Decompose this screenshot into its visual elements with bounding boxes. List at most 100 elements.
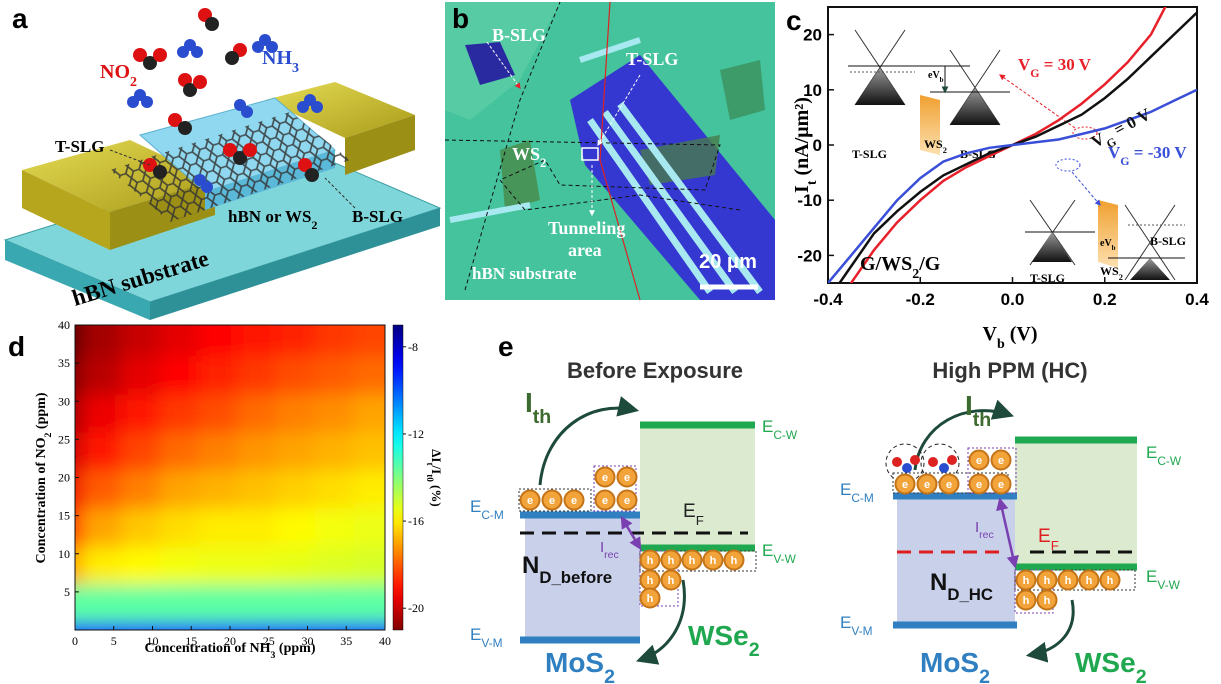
text-part: E xyxy=(470,625,481,644)
inset-bottom: T-SLG WS2 B-SLG eVb xyxy=(1025,200,1186,285)
subscript: 2 xyxy=(540,156,546,170)
inset-top: T-SLG WS2 B-SLG eVb xyxy=(848,30,1010,161)
carrier-label: e xyxy=(924,479,930,491)
subscript: 2 xyxy=(943,146,947,155)
subscript: 2 xyxy=(979,666,990,684)
b-slg-label: B-SLG xyxy=(352,207,403,226)
y-tick-label: -10 xyxy=(797,191,822,210)
text-part: MoS xyxy=(545,647,604,678)
figure: NO2 NH3 T-SLG B-SLG hBN or WS2 hBN subst… xyxy=(0,0,1221,684)
x-axis-label: Concentration of NH3 (ppm) xyxy=(145,641,316,661)
x-tick-label: -0.4 xyxy=(813,290,843,309)
subscript: b xyxy=(997,337,1005,352)
subscript: 3 xyxy=(292,61,299,76)
series-label: VG = -30 V xyxy=(1108,143,1187,168)
text-part: (V) xyxy=(1005,323,1038,345)
y-tick-label: 5 xyxy=(64,585,70,599)
text-part: V xyxy=(1108,143,1121,162)
carrier-label: e xyxy=(976,455,982,467)
text-part: E xyxy=(1038,526,1051,547)
subscript: 2 xyxy=(604,666,615,684)
text-part: eV xyxy=(1100,238,1112,249)
inset-label: B-SLG xyxy=(1150,234,1186,248)
annotation: G/WS2/G xyxy=(860,253,941,282)
y-tick-label: 35 xyxy=(58,356,70,370)
carrier-label: h xyxy=(1065,575,1072,587)
carrier-label: e xyxy=(998,479,1004,491)
x-tick-label: 0.2 xyxy=(1093,290,1117,309)
text-part: E xyxy=(1146,443,1157,462)
subscript: V-W xyxy=(1157,578,1180,592)
carrier-label: e xyxy=(602,495,608,507)
subscript: F xyxy=(696,513,704,528)
y-tick-label: 25 xyxy=(58,432,70,446)
text-part: (%) xyxy=(429,482,444,507)
mos2-band xyxy=(897,496,1015,625)
carrier-label: e xyxy=(602,472,608,484)
subscript: rec xyxy=(979,529,994,541)
carrier-label: h xyxy=(731,555,738,567)
x-tick-label: 0 xyxy=(72,634,78,648)
subscript: rec xyxy=(604,549,619,561)
subscript: 2 xyxy=(749,639,760,661)
subscript: b xyxy=(940,76,944,84)
text-part: eV xyxy=(928,70,940,81)
panel-c: c T-SLG WS2 B-SLG eVb T-SLG WS xyxy=(786,0,1209,352)
y-tick-label: 40 xyxy=(58,318,70,332)
panel-label: a xyxy=(12,3,28,34)
colorbar-tick-label: -12 xyxy=(408,427,424,441)
text-part: ΔI xyxy=(429,449,444,462)
subscript: th xyxy=(533,406,552,428)
band-label: EC-W xyxy=(762,417,798,442)
text-part: I xyxy=(791,185,813,193)
text-part: MoS xyxy=(920,647,979,678)
carrier-label: h xyxy=(710,555,717,567)
x-tick-label: 0.0 xyxy=(1001,290,1025,309)
text-part: WS xyxy=(512,144,540,164)
x-tick-label: 5 xyxy=(111,634,117,648)
carrier-label: e xyxy=(976,479,982,491)
colorbar-tick-label: -20 xyxy=(408,601,424,615)
carrier-label: e xyxy=(902,479,908,491)
t-slg-label: T-SLG xyxy=(626,49,678,69)
text-part: (ppm) xyxy=(275,641,315,656)
text-part: hBN or WS xyxy=(228,207,311,226)
band-label: EC-W xyxy=(1146,443,1182,468)
material-label: MoS2 xyxy=(920,647,990,684)
text-part: NH xyxy=(262,47,292,69)
material-label: MoS2 xyxy=(545,647,615,684)
callout xyxy=(1056,159,1080,171)
text-part: = 30 V xyxy=(1040,55,1092,74)
y-tick-label: 20 xyxy=(803,26,822,45)
callout-arrow xyxy=(1072,172,1100,205)
b-slg-label: B-SLG xyxy=(492,25,546,45)
text-part: E xyxy=(762,541,773,560)
text-part: N xyxy=(930,569,947,596)
subscript: C-W xyxy=(1157,454,1182,468)
t-slg-label: T-SLG xyxy=(55,137,104,156)
x-tick-label: 0.4 xyxy=(1185,290,1209,309)
y-tick-label: 15 xyxy=(58,509,70,523)
y-tick-label: 20 xyxy=(58,471,70,485)
carrier-label: h xyxy=(1107,575,1114,587)
band-label: EC-M xyxy=(840,480,874,505)
text-part: N xyxy=(522,552,539,579)
series-label: VG = 30 V xyxy=(1018,55,1092,80)
carrier-label: h xyxy=(1023,595,1030,607)
inset-label: eVb xyxy=(928,70,944,84)
subscript: G xyxy=(1120,154,1129,168)
callout-arrow xyxy=(1000,75,1075,128)
subscript: 2 xyxy=(130,75,137,90)
diagram-title: High PPM (HC) xyxy=(932,358,1087,383)
inset-label: T-SLG xyxy=(852,147,887,161)
text-part: V xyxy=(1018,55,1031,74)
scale-bar-label: 20 μm xyxy=(699,251,757,273)
diagram-title: Before Exposure xyxy=(567,358,743,383)
subscript: V-W xyxy=(773,552,796,566)
x-axis-label: Vb (V) xyxy=(982,323,1037,352)
subscript: G xyxy=(1030,66,1039,80)
heat-cells xyxy=(44,294,417,661)
y-tick-label: 10 xyxy=(803,81,822,100)
carrier-label: h xyxy=(1086,575,1093,587)
